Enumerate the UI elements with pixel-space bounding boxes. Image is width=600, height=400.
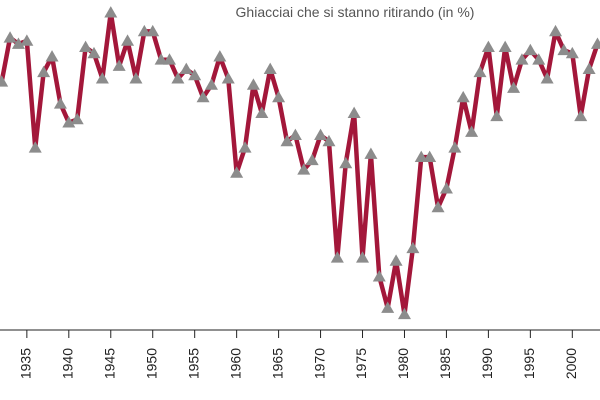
- marker: [288, 128, 302, 141]
- marker: [406, 241, 420, 254]
- marker: [490, 109, 504, 122]
- chart-title: Ghiacciai che si stanno ritirando (in %): [236, 4, 475, 20]
- marker: [590, 37, 600, 49]
- marker: [37, 65, 51, 78]
- marker: [314, 128, 328, 141]
- marker: [397, 307, 411, 320]
- marker: [574, 109, 588, 122]
- marker: [330, 251, 344, 263]
- marker: [364, 147, 378, 159]
- x-tick-label: 1955: [185, 348, 201, 379]
- marker: [104, 6, 118, 18]
- marker: [448, 141, 462, 153]
- marker: [246, 78, 260, 90]
- marker: [62, 116, 76, 128]
- marker: [70, 112, 84, 125]
- marker: [439, 182, 453, 194]
- marker: [87, 46, 101, 59]
- marker: [255, 106, 269, 119]
- marker: [11, 37, 25, 49]
- marker: [213, 50, 227, 62]
- marker: [196, 90, 210, 103]
- marker: [565, 46, 579, 59]
- marker: [356, 251, 370, 263]
- x-tick-label: 1975: [353, 348, 369, 379]
- x-tick-label: 1935: [18, 348, 34, 379]
- marker: [372, 270, 386, 282]
- line: [0, 10, 600, 317]
- marker: [540, 72, 554, 84]
- marker: [549, 24, 563, 37]
- marker: [481, 40, 495, 53]
- x-tick-label: 1980: [395, 348, 411, 379]
- marker: [28, 141, 42, 153]
- marker: [532, 53, 546, 65]
- marker: [112, 59, 126, 71]
- marker: [456, 90, 470, 103]
- x-tick-label: 1960: [227, 348, 243, 379]
- marker: [154, 53, 168, 65]
- x-tick-label: 1970: [311, 348, 327, 379]
- marker: [297, 163, 311, 175]
- marker: [45, 50, 59, 62]
- x-tick-label: 1945: [101, 348, 117, 379]
- marker: [163, 53, 177, 65]
- x-tick-label: 1990: [479, 348, 495, 379]
- x-tick-label: 1950: [143, 348, 159, 379]
- marker: [121, 34, 135, 46]
- marker: [582, 62, 596, 75]
- marker: [515, 53, 529, 65]
- marker: [473, 65, 487, 78]
- marker: [146, 24, 160, 37]
- x-tick-label: 1985: [437, 348, 453, 379]
- x-tick-label: 1965: [269, 348, 285, 379]
- marker: [272, 90, 286, 103]
- marker: [230, 166, 244, 178]
- x-tick-label: 1995: [521, 348, 537, 379]
- marker: [498, 40, 512, 53]
- marker: [137, 24, 151, 37]
- marker: [179, 62, 193, 75]
- marker: [280, 134, 294, 147]
- marker: [523, 43, 537, 56]
- marker: [431, 200, 445, 213]
- marker: [465, 125, 479, 137]
- marker: [507, 81, 521, 93]
- marker: [20, 34, 34, 46]
- marker: [389, 254, 403, 266]
- marker: [53, 97, 67, 109]
- marker: [204, 78, 218, 90]
- marker: [188, 68, 202, 81]
- marker: [79, 40, 93, 53]
- marker: [3, 31, 17, 43]
- marker: [322, 134, 336, 147]
- marker: [263, 62, 277, 75]
- marker: [129, 72, 143, 84]
- marker: [238, 141, 252, 153]
- marker: [0, 75, 9, 87]
- x-tick-label: 1940: [60, 348, 76, 379]
- marker: [414, 150, 428, 163]
- marker: [171, 72, 185, 84]
- marker: [423, 150, 437, 163]
- marker: [95, 72, 109, 84]
- x-tick-label: 2000: [563, 348, 579, 379]
- marker: [221, 72, 235, 84]
- marker: [339, 156, 353, 169]
- marker: [347, 106, 361, 119]
- marker: [305, 153, 319, 166]
- marker: [557, 43, 571, 56]
- marker: [381, 301, 395, 313]
